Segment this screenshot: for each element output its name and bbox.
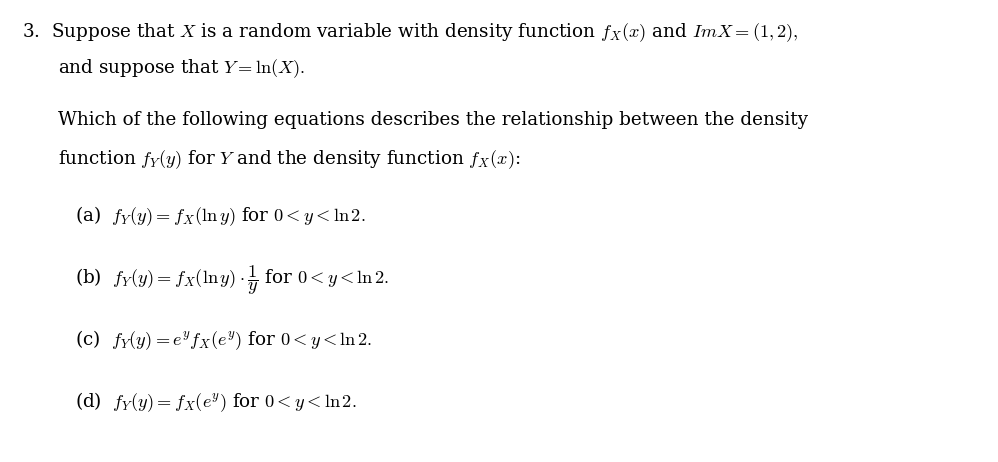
- Text: function $f_Y(y)$ for $Y$ and the density function $f_X(x)$:: function $f_Y(y)$ for $Y$ and the densit…: [58, 148, 520, 170]
- Text: 3.  Suppose that $X$ is a random variable with density function $f_X(x)$ and $Im: 3. Suppose that $X$ is a random variable…: [22, 21, 798, 43]
- Text: (c)  $f_Y(y) = e^{y} f_X(e^{y})$ for $0 < y < \ln 2.$: (c) $f_Y(y) = e^{y} f_X(e^{y})$ for $0 <…: [75, 328, 372, 352]
- Text: and suppose that $Y = \ln(X).$: and suppose that $Y = \ln(X).$: [58, 58, 305, 80]
- Text: (b)  $f_Y(y) = f_X(\ln y) \cdot \dfrac{1}{y}$ for $0 < y < \ln 2.$: (b) $f_Y(y) = f_X(\ln y) \cdot \dfrac{1}…: [75, 263, 389, 297]
- Text: (d)  $f_Y(y) = f_X(e^{y})$ for $0 < y < \ln 2.$: (d) $f_Y(y) = f_X(e^{y})$ for $0 < y < \…: [75, 390, 356, 414]
- Text: Which of the following equations describes the relationship between the density: Which of the following equations describ…: [58, 111, 808, 129]
- Text: (a)  $f_Y(y) = f_X(\ln y)$ for $0 < y < \ln 2.$: (a) $f_Y(y) = f_X(\ln y)$ for $0 < y < \…: [75, 204, 365, 228]
